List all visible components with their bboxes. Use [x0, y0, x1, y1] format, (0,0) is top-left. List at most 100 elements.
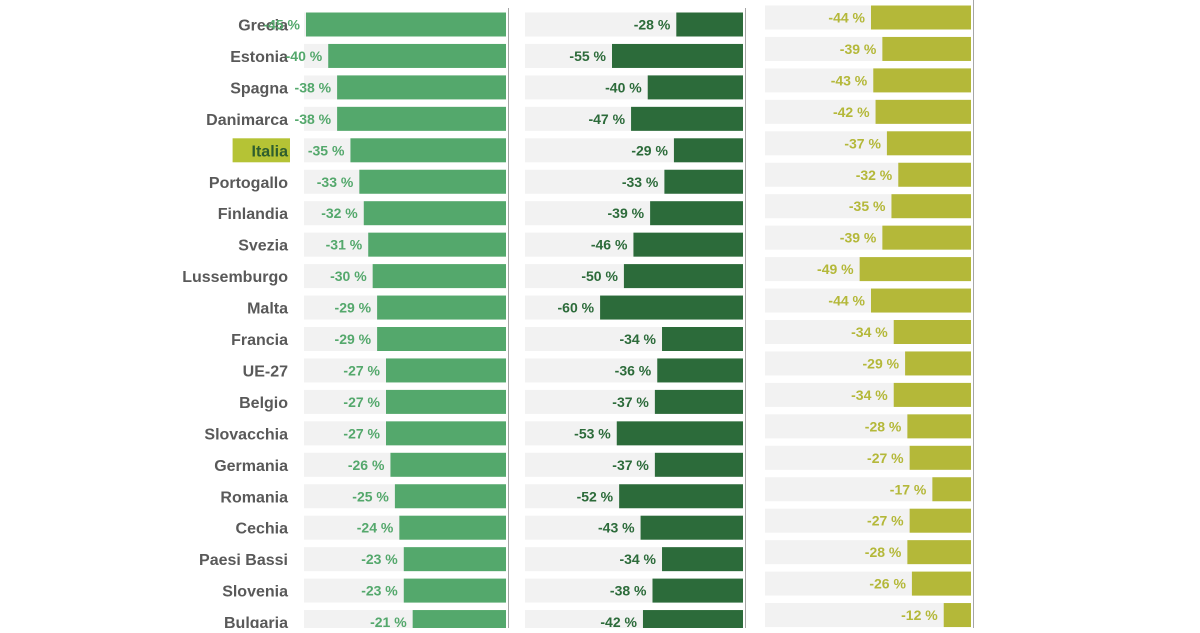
- bar: [390, 452, 506, 477]
- bar: [886, 131, 971, 156]
- bar: [909, 508, 971, 533]
- bar: [662, 327, 743, 351]
- bar: [664, 169, 743, 194]
- data-label: -36 %: [615, 362, 652, 378]
- data-label: -33 %: [622, 174, 659, 190]
- data-label: -23 %: [361, 583, 398, 599]
- data-label: -37 %: [612, 457, 649, 473]
- data-label: -44 %: [828, 10, 865, 26]
- data-label: -37 %: [612, 394, 649, 410]
- data-label: -50 %: [581, 268, 618, 284]
- category-label: Francia: [231, 332, 288, 349]
- data-label: -34 %: [619, 331, 656, 347]
- data-label: -52 %: [577, 488, 614, 504]
- data-label: -35 %: [308, 142, 345, 158]
- bar: [372, 264, 506, 289]
- bar: [642, 610, 743, 633]
- category-label: Cechia: [236, 521, 289, 538]
- data-label: -49 %: [817, 261, 854, 277]
- bar: [377, 295, 506, 320]
- bar: [377, 327, 506, 351]
- data-label: -32 %: [856, 167, 893, 183]
- data-label: -17 %: [890, 481, 927, 497]
- bar: [616, 421, 743, 446]
- bar: [650, 201, 743, 226]
- bar: [673, 138, 743, 163]
- bar: [647, 75, 743, 100]
- bar: [612, 43, 743, 68]
- data-label: -27 %: [867, 450, 904, 466]
- bar: [412, 610, 506, 633]
- bar: [386, 421, 506, 446]
- bar: [399, 515, 506, 540]
- bar: [394, 484, 506, 509]
- data-label: -53 %: [574, 425, 611, 441]
- data-label: -27 %: [343, 394, 380, 410]
- data-label: -28 %: [865, 418, 902, 434]
- bar: [403, 578, 506, 603]
- category-label: Romania: [220, 489, 288, 506]
- data-label: -27 %: [343, 362, 380, 378]
- category-label: Belgio: [239, 395, 288, 412]
- bar: [662, 547, 743, 572]
- data-label: -39 %: [840, 41, 877, 57]
- bar: [875, 99, 971, 124]
- bar: [882, 36, 971, 61]
- bar: [386, 358, 506, 383]
- bar: [676, 12, 743, 37]
- bar: [911, 571, 971, 596]
- bar: [893, 320, 971, 344]
- bar: [350, 138, 506, 163]
- category-label: Lussemburgo: [182, 269, 288, 286]
- bar: [882, 225, 971, 250]
- category-label: Germania: [214, 458, 288, 475]
- data-label: -45 %: [263, 17, 300, 33]
- data-label: -27 %: [867, 513, 904, 529]
- data-label: -30 %: [330, 268, 367, 284]
- bar: [403, 547, 506, 572]
- bar: [871, 5, 971, 30]
- data-label: -26 %: [348, 457, 385, 473]
- bar: [873, 68, 971, 93]
- data-label: -25 %: [352, 488, 389, 504]
- bar: [893, 382, 971, 407]
- data-label: -55 %: [569, 48, 606, 64]
- data-label: -21 %: [370, 614, 407, 628]
- category-label: Svezia: [238, 238, 288, 255]
- data-label: -39 %: [608, 205, 645, 221]
- category-label: UE-27: [243, 363, 288, 380]
- bar: [619, 484, 743, 509]
- data-label: -29 %: [863, 355, 900, 371]
- bar: [623, 264, 743, 289]
- data-label: -42 %: [833, 104, 870, 120]
- data-label: -34 %: [619, 551, 656, 567]
- bar: [859, 257, 971, 282]
- bar: [898, 162, 971, 187]
- category-label: Slovacchia: [204, 426, 288, 443]
- data-label: -43 %: [831, 72, 868, 88]
- bar-track: [765, 603, 971, 628]
- category-label: Grecia: [238, 18, 288, 35]
- data-label: -33 %: [317, 174, 354, 190]
- bar: [905, 351, 971, 376]
- bar: [368, 232, 506, 257]
- data-label: -12 %: [901, 607, 938, 623]
- data-label: -42 %: [600, 614, 637, 628]
- data-label: -26 %: [869, 576, 906, 592]
- bar: [337, 106, 506, 131]
- data-label: -39 %: [840, 230, 877, 246]
- data-label: -23 %: [361, 551, 398, 567]
- bar: [891, 194, 971, 219]
- data-label: -31 %: [326, 237, 363, 253]
- data-label: -29 %: [335, 331, 372, 347]
- data-label: -32 %: [321, 205, 358, 221]
- bar: [306, 12, 506, 37]
- data-label: -38 %: [610, 583, 647, 599]
- data-label: -34 %: [851, 387, 888, 403]
- data-label: -47 %: [588, 111, 625, 127]
- category-label: Paesi Bassi: [199, 552, 288, 569]
- data-label: -24 %: [357, 520, 394, 536]
- bar: [907, 540, 971, 565]
- bar: [640, 515, 743, 540]
